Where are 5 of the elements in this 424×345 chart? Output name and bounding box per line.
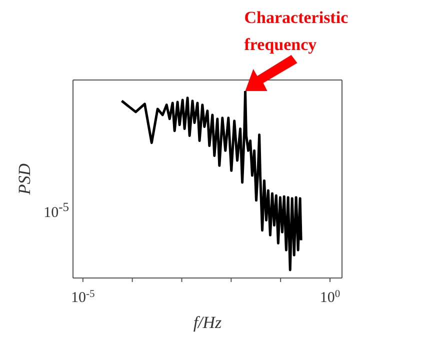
y-axis-title: PSD: [15, 162, 34, 196]
x-axis-title: f/Hz: [193, 313, 222, 332]
text: 10$^{-5}$: [44, 200, 69, 222]
annotation: Characteristic frequency: [244, 8, 349, 54]
x-tick-label: 10$^{0}$: [320, 288, 340, 306]
